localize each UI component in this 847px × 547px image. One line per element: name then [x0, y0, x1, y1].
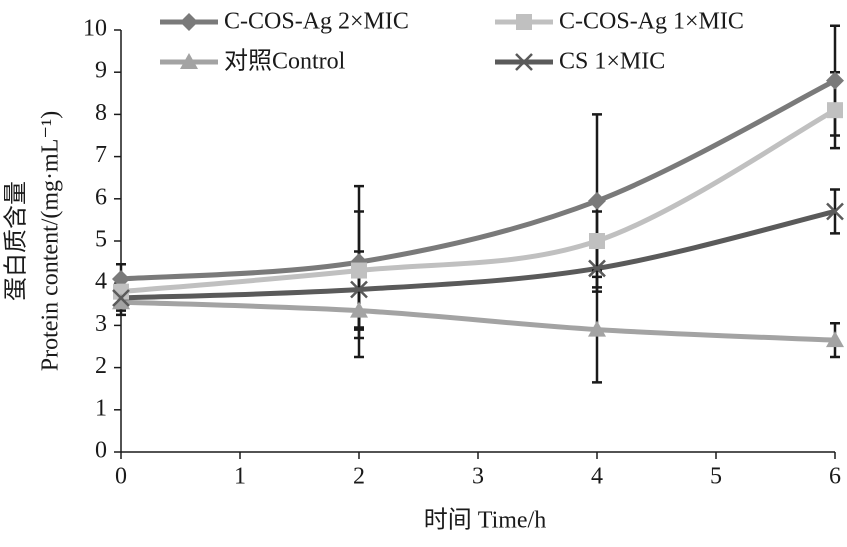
- legend-label: C-COS-Ag 1×MIC: [559, 9, 744, 35]
- x-tick-label: 5: [710, 464, 722, 490]
- marker: [826, 71, 844, 90]
- x-tick-label: 3: [472, 464, 484, 490]
- legend-label: CS 1×MIC: [559, 49, 665, 75]
- y-tick-label: 9: [95, 58, 107, 84]
- marker: [112, 269, 130, 288]
- marker: [588, 191, 606, 210]
- legend-marker: [516, 14, 532, 30]
- series-line: [120, 107, 837, 295]
- marker: [826, 202, 844, 221]
- marker: [350, 280, 368, 299]
- marker: [588, 259, 606, 278]
- legend-marker: [180, 13, 198, 31]
- y-tick-label: 0: [95, 438, 107, 464]
- series-line: [120, 299, 836, 343]
- marker: [112, 289, 130, 307]
- y-axis-label: Protein content/(mg·mL⁻¹): [38, 111, 64, 371]
- marker: [351, 262, 367, 279]
- y-tick-label: 10: [83, 16, 107, 42]
- marker: [826, 331, 844, 348]
- y-tick-label: 2: [95, 353, 107, 379]
- y-tick-label: 4: [95, 269, 107, 295]
- x-tick-label: 1: [234, 464, 246, 490]
- y-tick-label: 6: [95, 184, 107, 210]
- legend-label: C-COS-Ag 2×MIC: [224, 9, 409, 35]
- y-tick-label: 5: [95, 227, 107, 253]
- series-line: [120, 209, 836, 301]
- marker: [827, 102, 843, 119]
- marker: [112, 293, 130, 310]
- x-tick-label: 4: [591, 464, 603, 490]
- y-tick-label: 1: [95, 395, 107, 421]
- x-axis-label: 时间 Time/h: [424, 507, 546, 534]
- marker: [589, 233, 605, 249]
- y-tick-label: 3: [95, 311, 107, 337]
- series-line: [120, 78, 837, 282]
- x-tick-label: 6: [829, 464, 841, 490]
- legend-marker: [515, 53, 533, 71]
- legend-label: 对照Control: [224, 48, 346, 75]
- x-tick-label: 2: [353, 464, 365, 490]
- legend-marker: [180, 53, 198, 69]
- marker: [588, 320, 606, 337]
- marker: [350, 301, 368, 318]
- x-tick-label: 0: [115, 464, 127, 490]
- y-tick-label: 7: [95, 142, 107, 168]
- y-tick-label: 8: [95, 100, 107, 126]
- y-axis-label: 蛋白质含量: [3, 181, 30, 301]
